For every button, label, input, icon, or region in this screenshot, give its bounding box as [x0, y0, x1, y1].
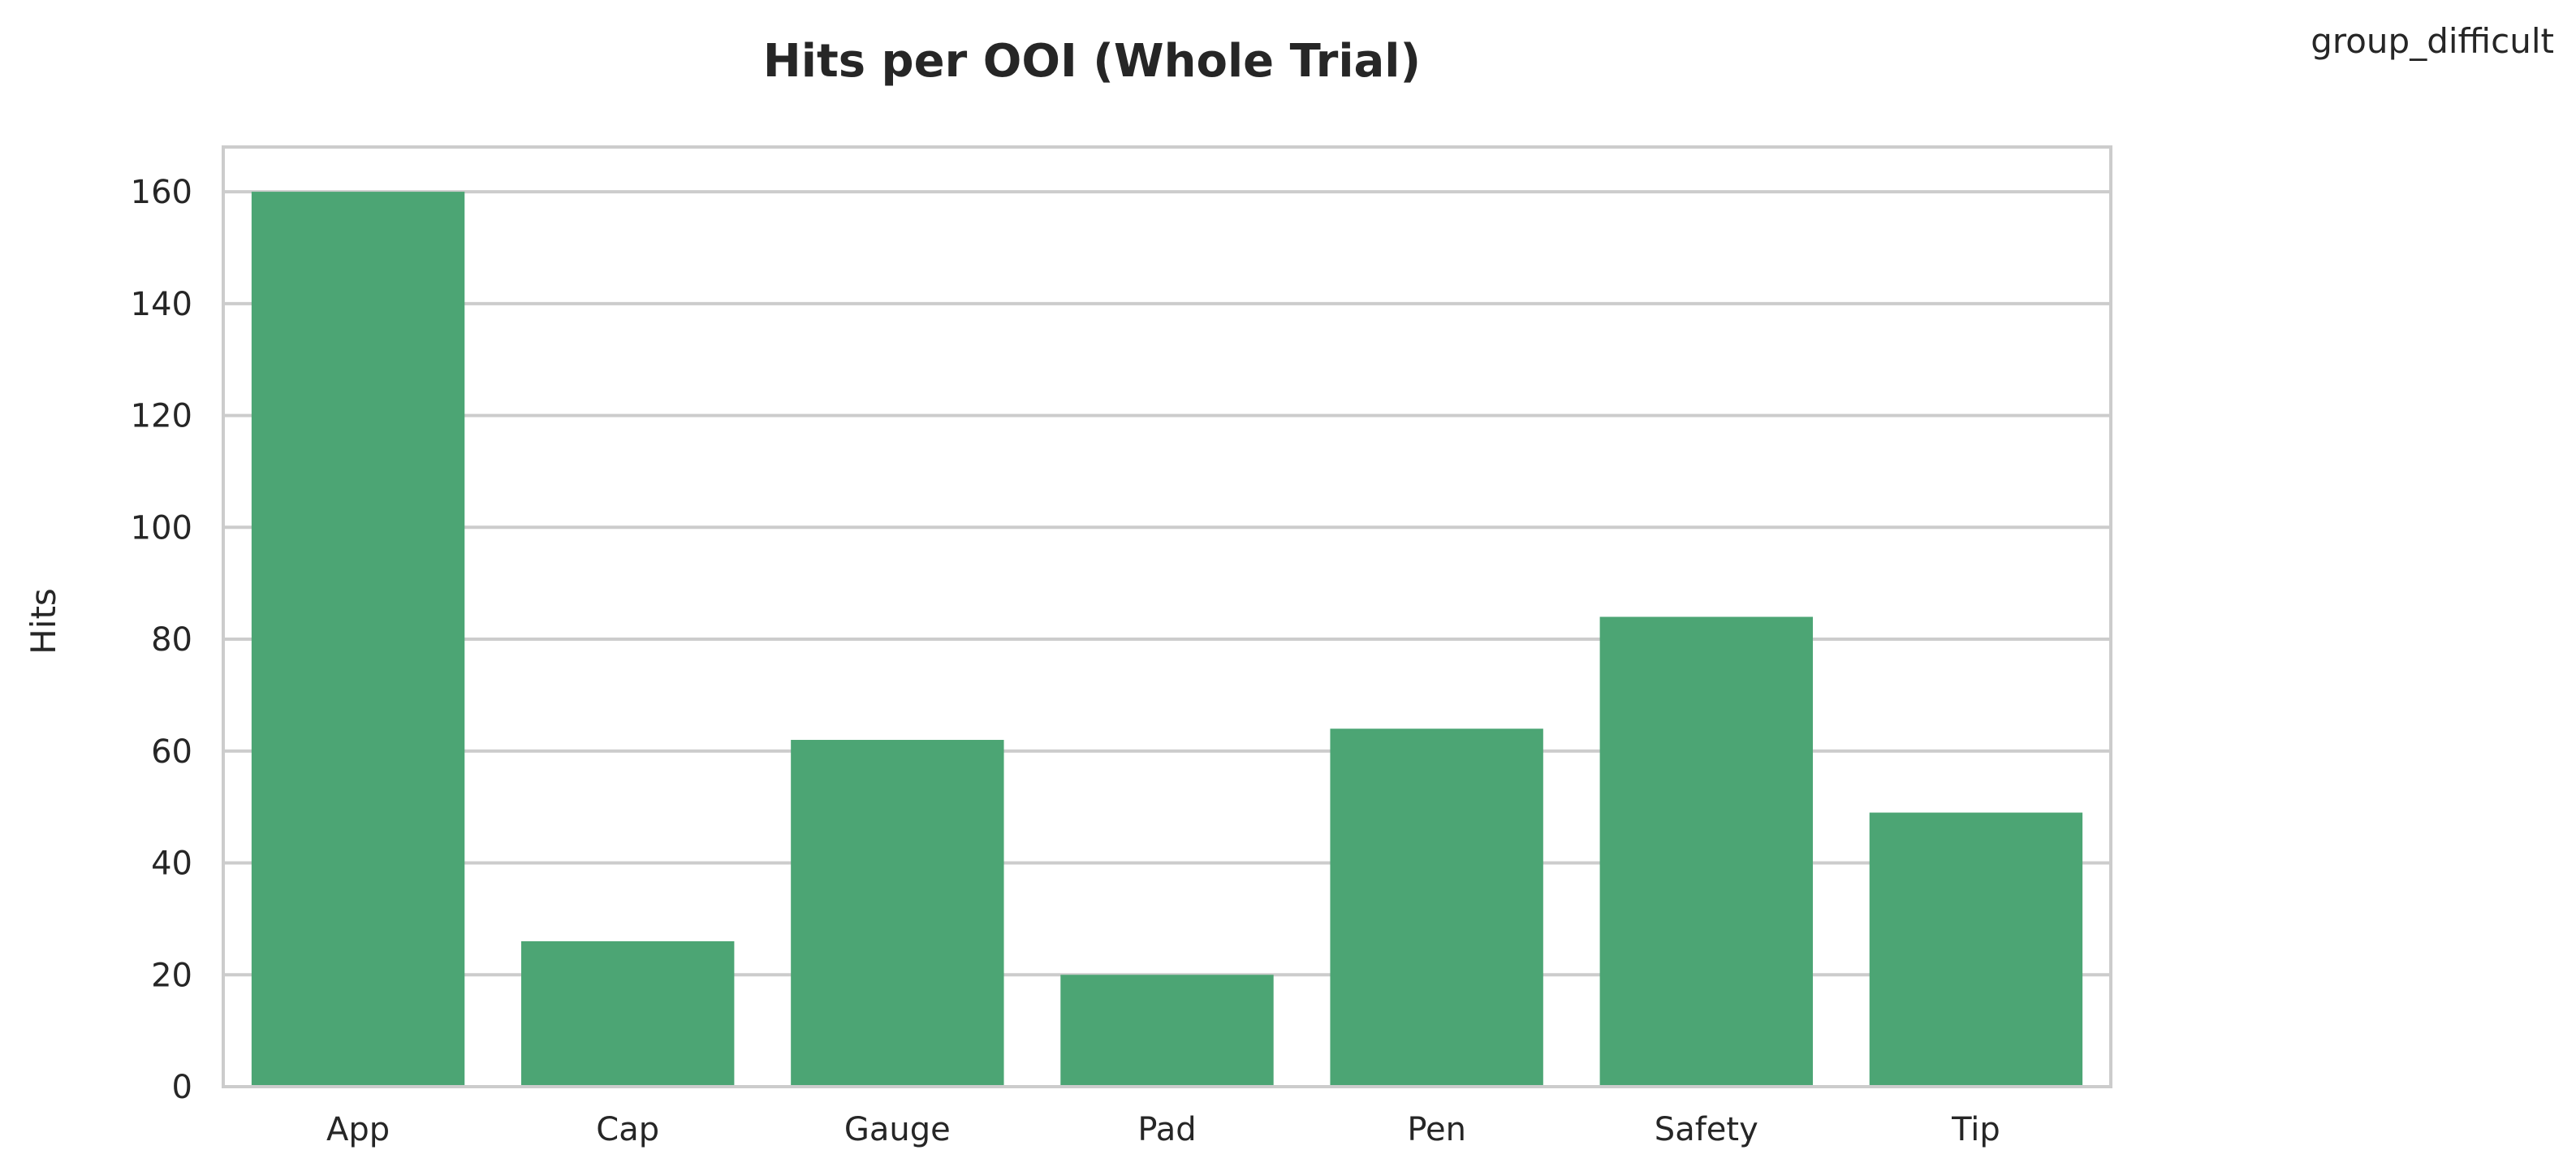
- chart-title: Hits per OOI (Whole Trial): [763, 35, 1421, 88]
- x-tick-label-tip: Tip: [1951, 1111, 2000, 1148]
- x-tick-label-app: App: [326, 1111, 390, 1148]
- y-tick-label: 20: [151, 957, 192, 994]
- bar-gauge: [791, 740, 1004, 1087]
- x-tick-label-safety: Safety: [1655, 1111, 1758, 1148]
- y-tick-label: 160: [131, 174, 192, 211]
- bar-pen: [1330, 729, 1543, 1087]
- y-axis-label: Hits: [24, 588, 63, 655]
- group-label: group_difficult: [2311, 21, 2554, 61]
- bars: [251, 192, 2083, 1087]
- y-tick-label: 0: [172, 1069, 192, 1106]
- x-tick-label-cap: Cap: [596, 1111, 659, 1148]
- y-tick-label: 60: [151, 733, 192, 771]
- x-tick-label-gauge: Gauge: [844, 1111, 951, 1148]
- bar-cap: [521, 940, 735, 1087]
- plot-frame: [222, 145, 2112, 1088]
- y-tick-label: 80: [151, 621, 192, 659]
- y-tick-labels: 0 20 40 60 80 100 120 140 160: [131, 174, 192, 1106]
- y-tick-label: 140: [131, 286, 192, 323]
- x-tick-labels: App Cap Gauge Pad Pen Safety Tip: [326, 1111, 2000, 1148]
- bar-app: [251, 192, 465, 1087]
- x-tick-label-pad: Pad: [1137, 1111, 1196, 1148]
- bar-tip: [1869, 812, 2083, 1087]
- bar-pad: [1060, 975, 1274, 1087]
- y-tick-label: 40: [151, 845, 192, 883]
- y-tick-label: 120: [131, 398, 192, 435]
- bar-safety: [1599, 616, 1813, 1087]
- x-tick-label-pen: Pen: [1407, 1111, 1466, 1148]
- y-tick-label: 100: [131, 509, 192, 547]
